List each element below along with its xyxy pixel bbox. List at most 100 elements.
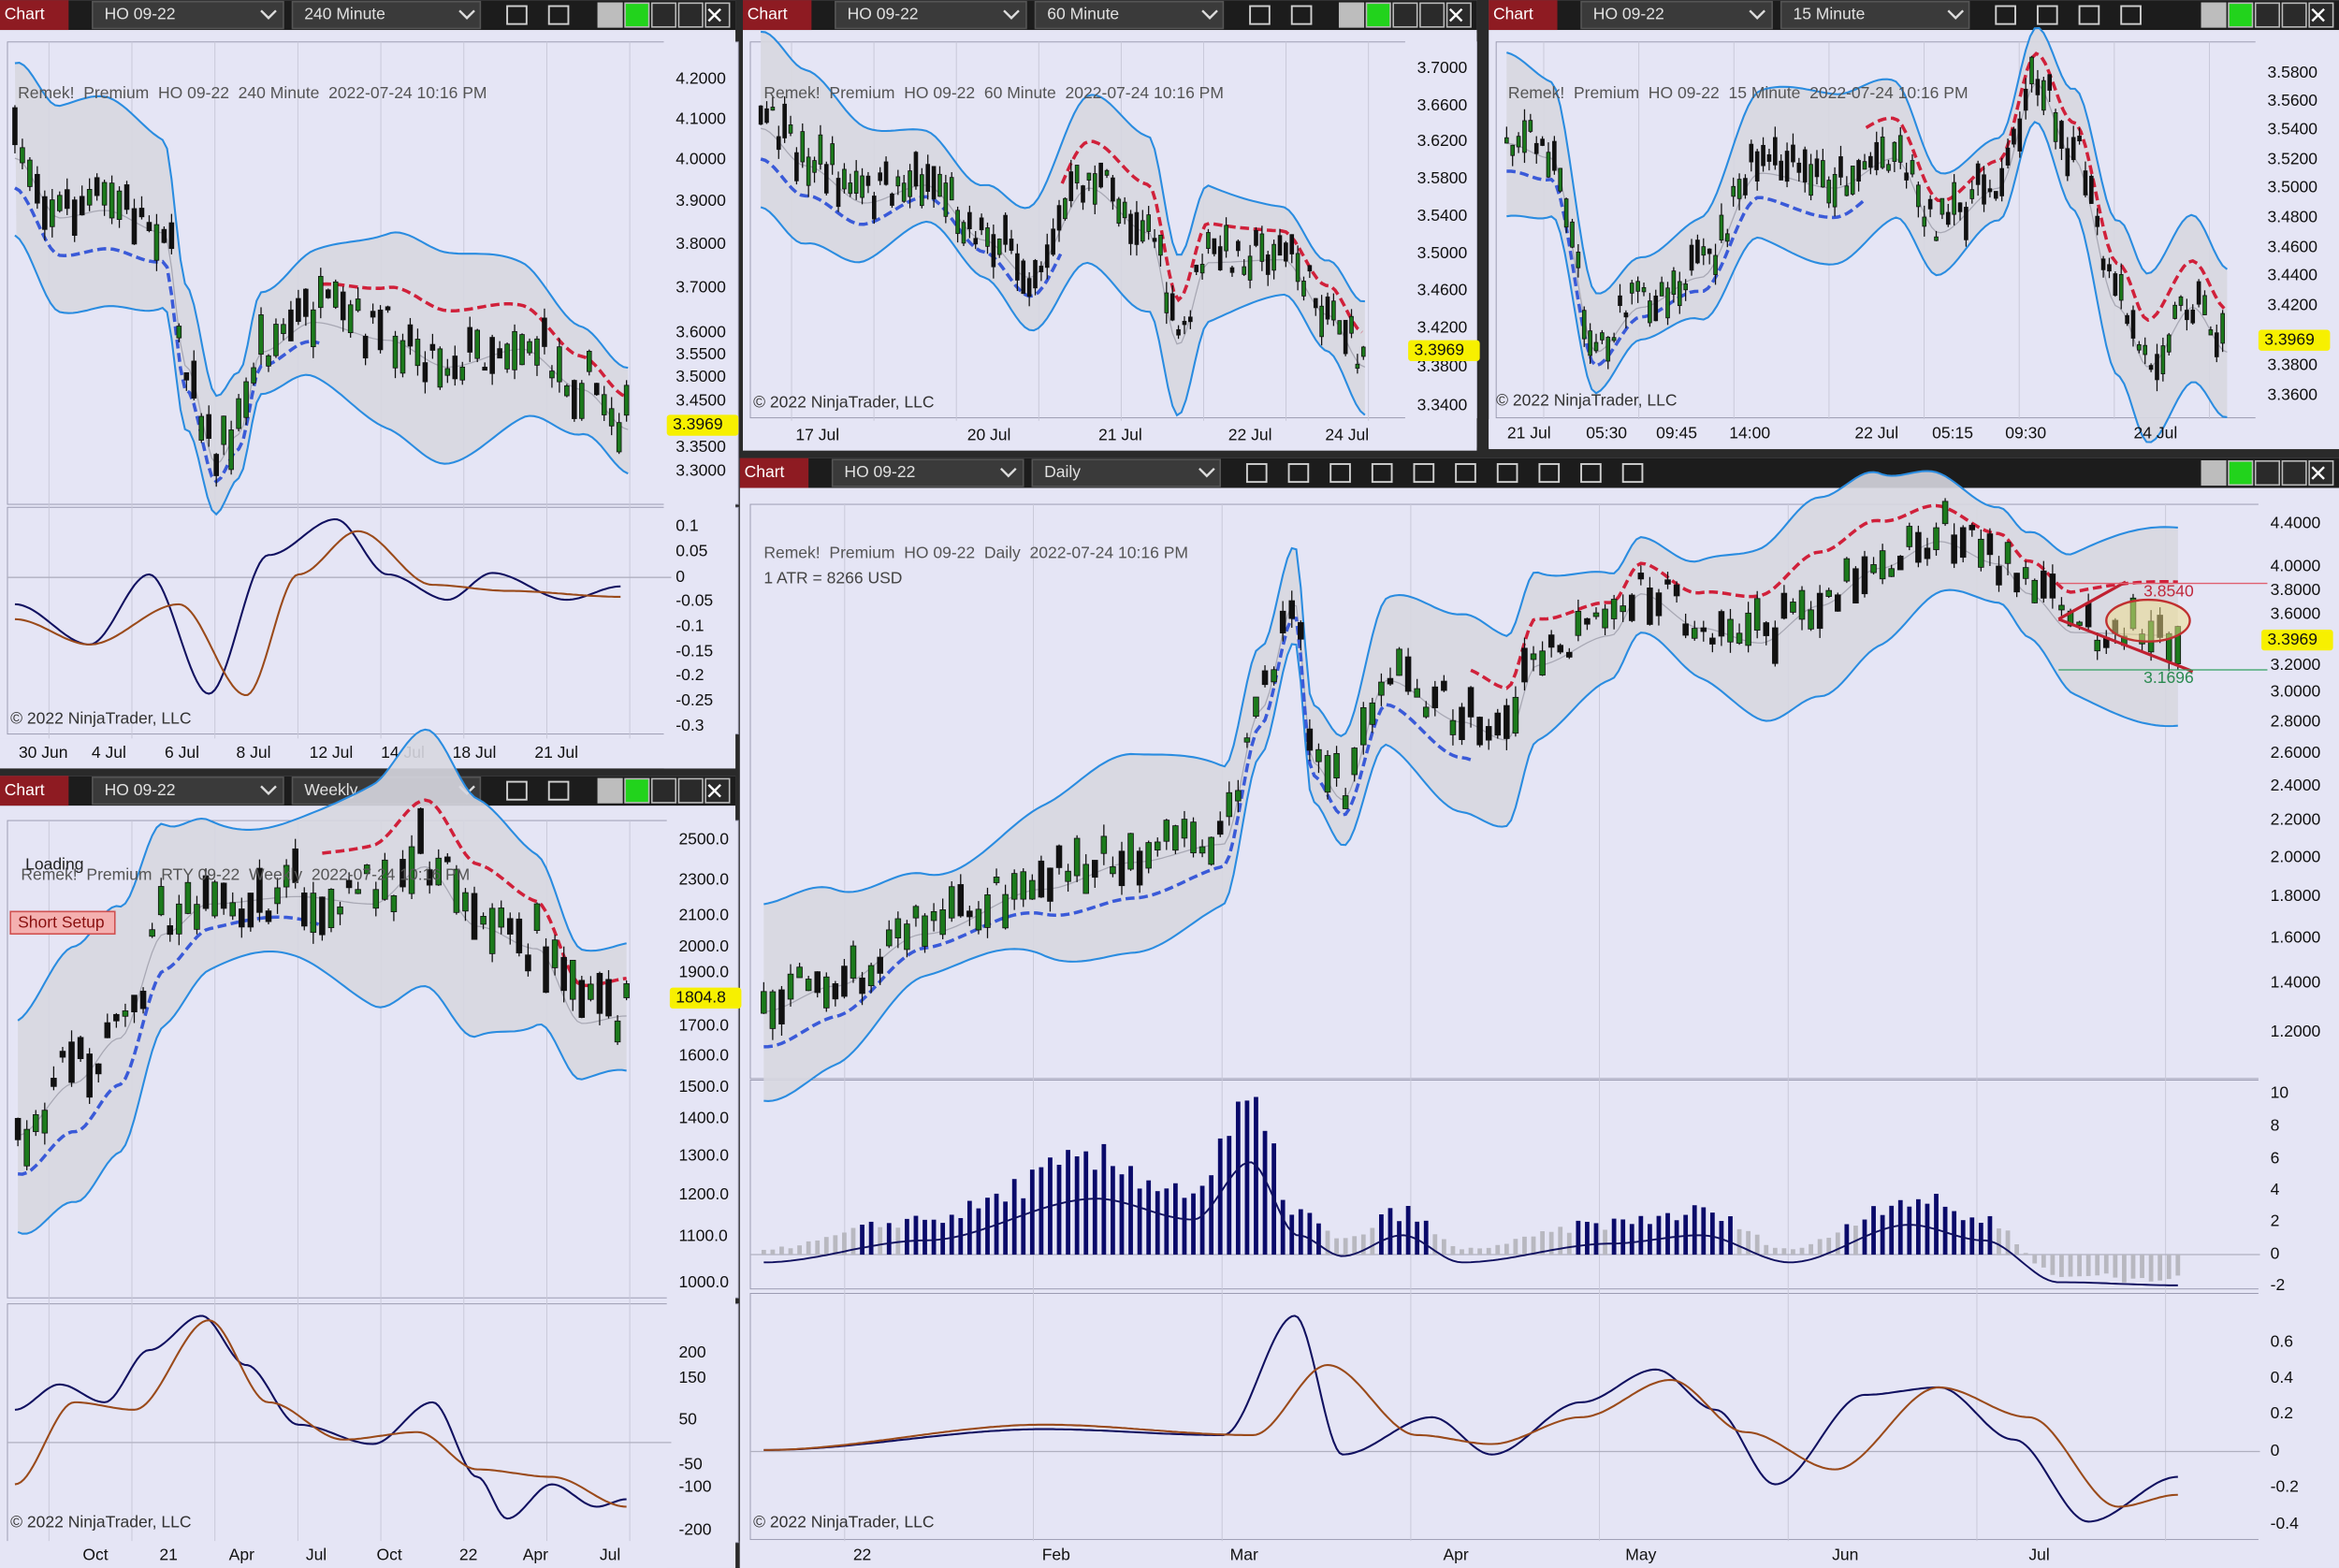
histogram-tick-label: 6: [2271, 1149, 2280, 1168]
interval-dropdown[interactable]: [1031, 458, 1222, 487]
toolbar-icon[interactable]: [1580, 463, 1602, 484]
symbol-dropdown[interactable]: [92, 777, 284, 806]
interval-dropdown[interactable]: [291, 0, 482, 30]
color-button[interactable]: [597, 2, 623, 28]
price-tick-label: 2000.0: [678, 936, 729, 955]
price-tick-label: 4.0000: [2271, 557, 2321, 575]
close-button[interactable]: [705, 2, 731, 28]
color-button[interactable]: [597, 777, 623, 804]
toolbar-icon[interactable]: [1371, 463, 1393, 484]
close-button[interactable]: [1446, 2, 1472, 28]
symbol-dropdown[interactable]: [1580, 0, 1773, 30]
toolbar-icon[interactable]: [2078, 5, 2100, 25]
candle-body: [1216, 820, 1224, 835]
link-button[interactable]: [2228, 2, 2254, 28]
candle-body: [1459, 706, 1465, 740]
x-tick-label: 24 Jul: [2134, 424, 2178, 443]
candle-body: [1170, 293, 1175, 321]
last-price-marker: [2261, 629, 2333, 651]
candle-body: [913, 152, 919, 187]
x-axis-area: [743, 420, 1477, 451]
price-tick-label: 2.6000: [2271, 743, 2321, 762]
candle-body: [1575, 611, 1582, 636]
maximize-button[interactable]: [677, 777, 704, 804]
candle-body: [593, 383, 600, 396]
histogram-bar: [1244, 1100, 1250, 1256]
maximize-button[interactable]: [2281, 2, 2307, 28]
link-button[interactable]: [624, 2, 650, 28]
color-button[interactable]: [2201, 2, 2227, 28]
close-button[interactable]: [2308, 2, 2334, 28]
toolbar-icon[interactable]: [1413, 463, 1435, 484]
candle-body: [1355, 363, 1360, 370]
candle-body: [814, 971, 821, 994]
candle-body: [146, 222, 153, 231]
maximize-button[interactable]: [2281, 460, 2307, 486]
candle-body: [1707, 248, 1712, 254]
color-button[interactable]: [1338, 2, 1365, 28]
candle-body: [601, 394, 607, 415]
candle-body: [1387, 677, 1394, 685]
candle-body: [1821, 160, 1825, 188]
histogram-bar: [1111, 1166, 1115, 1256]
chart-tab-label: Chart: [1493, 5, 1533, 23]
toolbar-icon[interactable]: [1496, 463, 1518, 484]
interval-dropdown[interactable]: [1034, 0, 1225, 30]
toolbar-icon[interactable]: [547, 780, 570, 801]
symbol-dropdown[interactable]: [92, 0, 284, 30]
candle-body: [533, 903, 541, 931]
candle-body: [1659, 282, 1664, 297]
candle-body: [1055, 845, 1063, 868]
toolbar-icon[interactable]: [1249, 5, 1271, 25]
toolbar-icon[interactable]: [1621, 463, 1644, 484]
close-button[interactable]: [705, 777, 731, 804]
maximize-button[interactable]: [677, 2, 704, 28]
candle-body: [1592, 612, 1600, 617]
histogram-bar: [1360, 1234, 1366, 1256]
interval-dropdown[interactable]: [1780, 0, 1970, 30]
candle-body: [2155, 354, 2159, 381]
toolbar-icon[interactable]: [1995, 5, 2016, 25]
toolbar-icon[interactable]: [506, 780, 528, 801]
toolbar-icon[interactable]: [1245, 463, 1268, 484]
candle-body: [1194, 265, 1199, 272]
symbol-dropdown[interactable]: [831, 458, 1024, 487]
toolbar-icon[interactable]: [506, 5, 528, 25]
minimize-button[interactable]: [2254, 2, 2281, 28]
candle-body: [1673, 584, 1680, 597]
toolbar-icon[interactable]: [2036, 5, 2058, 25]
lower-band: [760, 206, 1366, 417]
minimize-button[interactable]: [650, 777, 677, 804]
candle-body: [818, 134, 823, 165]
candle-body: [1181, 819, 1188, 839]
candle-body: [1010, 873, 1018, 900]
toolbar-icon[interactable]: [547, 5, 570, 25]
toolbar-icon[interactable]: [1538, 463, 1561, 484]
price-tick-label: 1200.0: [678, 1184, 729, 1203]
symbol-dropdown[interactable]: [835, 0, 1027, 30]
candle-body: [452, 356, 458, 380]
link-button[interactable]: [2228, 460, 2254, 486]
histogram-bar: [1477, 1248, 1483, 1256]
candle-body: [1964, 207, 1969, 240]
minimize-button[interactable]: [1392, 2, 1418, 28]
toolbar-icon[interactable]: [1287, 463, 1310, 484]
x-tick-label: 22 Jul: [1854, 424, 1898, 443]
maximize-button[interactable]: [1419, 2, 1446, 28]
oscillator-slow: [14, 1319, 627, 1508]
link-button[interactable]: [624, 777, 650, 804]
candle-body: [184, 881, 192, 914]
close-button[interactable]: [2308, 460, 2334, 486]
minimize-button[interactable]: [650, 2, 677, 28]
histogram-bar: [1799, 1247, 1805, 1256]
color-button[interactable]: [2201, 460, 2227, 486]
toolbar-icon[interactable]: [1290, 5, 1313, 25]
toolbar-icon[interactable]: [2120, 5, 2142, 25]
toolbar-icon[interactable]: [1455, 463, 1476, 484]
minimize-button[interactable]: [2254, 460, 2281, 486]
link-button[interactable]: [1365, 2, 1391, 28]
toolbar-icon[interactable]: [1329, 463, 1351, 484]
oscillator-tick-label: -0.1: [676, 616, 704, 634]
price-tick-label: 3.5000: [2267, 178, 2317, 196]
